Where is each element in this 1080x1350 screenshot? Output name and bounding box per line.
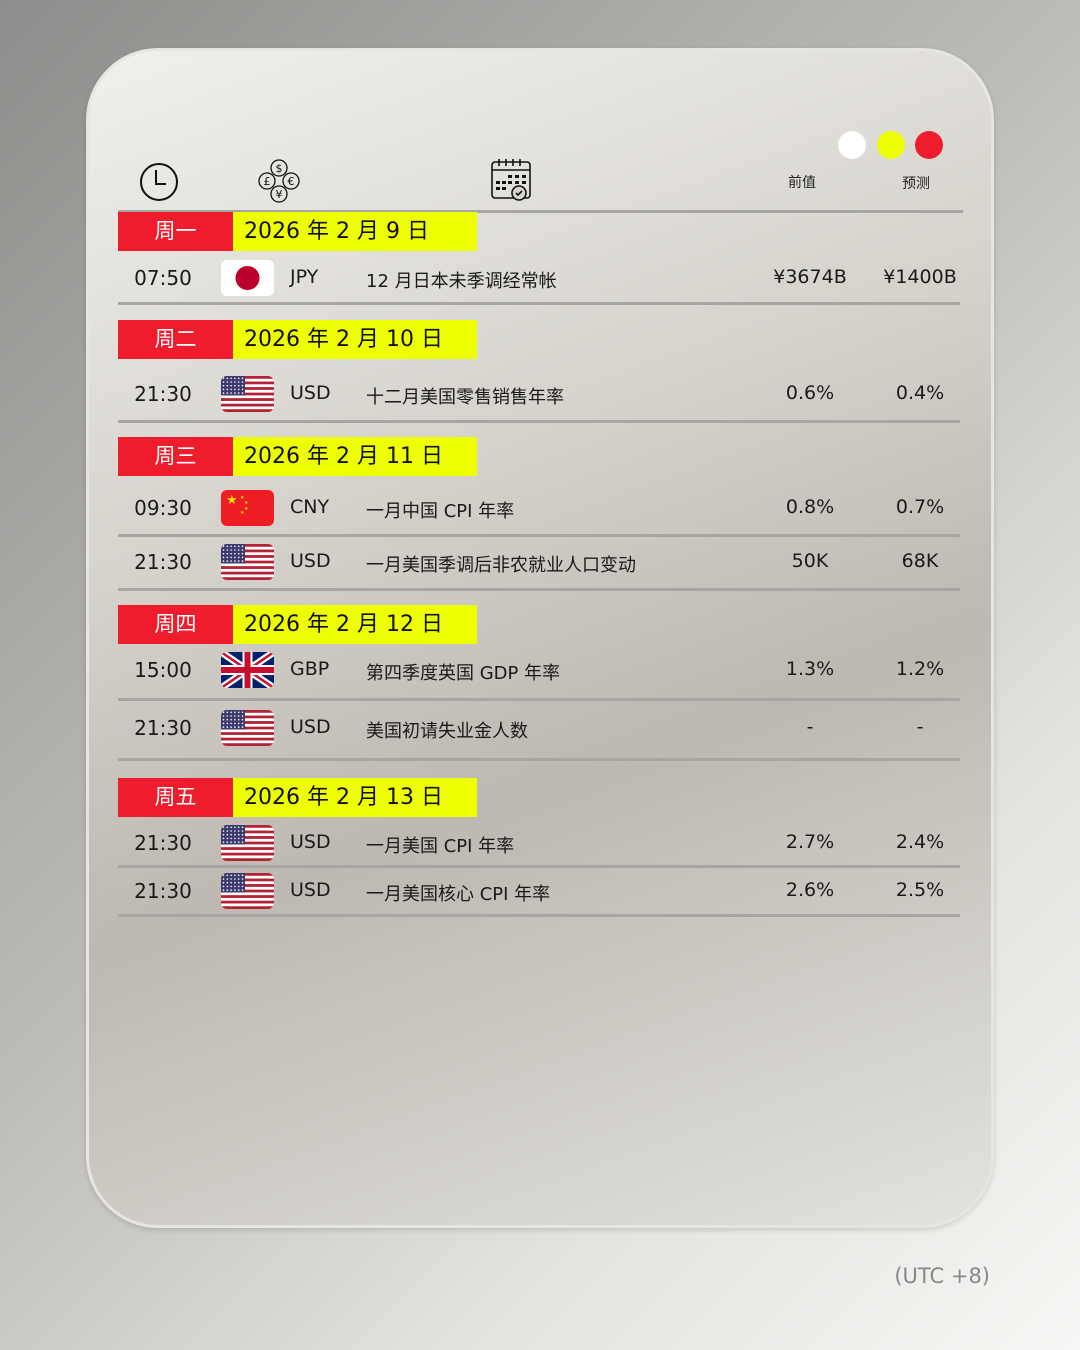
date-label: 2026 年 2 月 10 日 — [233, 320, 477, 359]
currency-code: JPY — [290, 266, 319, 288]
event-name: 一月美国核心 CPI 年率 — [366, 884, 551, 905]
date-label: 2026 年 2 月 12 日 — [233, 605, 477, 644]
row-divider — [118, 588, 960, 591]
timezone-label: (UTC +8) — [894, 1264, 990, 1288]
event-name: 一月中国 CPI 年率 — [366, 501, 515, 522]
previous-value: - — [806, 716, 814, 738]
us-flag-icon — [221, 873, 274, 909]
event-name: 十二月美国零售销售年率 — [366, 387, 564, 408]
day-label: 周五 — [118, 778, 233, 817]
event-time: 15:00 — [134, 658, 192, 682]
us-flag-icon — [221, 825, 274, 861]
currency-code: USD — [290, 879, 331, 901]
yellow-dot[interactable] — [877, 131, 905, 159]
forecast-value: ¥1400B — [883, 266, 957, 288]
previous-value: 0.6% — [785, 382, 835, 404]
us-flag-icon — [221, 710, 274, 746]
event-name: 第四季度英国 GDP 年率 — [366, 663, 561, 684]
previous-value: 0.8% — [785, 496, 835, 518]
previous-value: 2.6% — [785, 879, 835, 901]
svg-text:★: ★ — [244, 506, 249, 512]
day-label: 周四 — [118, 605, 233, 644]
forecast-value: 0.7% — [895, 496, 945, 518]
row-divider — [118, 914, 960, 917]
svg-text:★: ★ — [244, 500, 249, 506]
row-divider — [118, 758, 960, 761]
us-flag-icon — [221, 376, 274, 412]
date-label: 2026 年 2 月 9 日 — [233, 212, 477, 251]
jp-flag-icon — [221, 260, 274, 296]
clock-icon — [140, 163, 178, 201]
svg-text:★: ★ — [226, 493, 238, 508]
day-label: 周三 — [118, 437, 233, 476]
us-flag-icon — [221, 544, 274, 580]
currency-code: USD — [290, 831, 331, 853]
row-divider — [118, 865, 960, 868]
calendar-check-icon — [491, 159, 531, 201]
forecast-value: - — [916, 716, 924, 738]
previous-value: 50K — [791, 550, 829, 572]
date-label: 2026 年 2 月 13 日 — [233, 778, 477, 817]
event-name: 一月美国季调后非农就业人口变动 — [366, 555, 636, 576]
currency-exchange-icon: $ £ € ¥ — [258, 159, 300, 203]
event-time: 21:30 — [134, 879, 192, 903]
red-dot[interactable] — [915, 131, 943, 159]
forecast-value: 2.5% — [895, 879, 945, 901]
forecast-value: 68K — [901, 550, 939, 572]
currency-code: USD — [290, 716, 331, 738]
cn-flag-icon: ★ ★ ★ ★ ★ — [221, 490, 274, 526]
previous-value: ¥3674B — [773, 266, 847, 288]
date-label: 2026 年 2 月 11 日 — [233, 437, 477, 476]
forecast-value: 1.2% — [895, 658, 945, 680]
previous-value: 2.7% — [785, 831, 835, 853]
event-time: 21:30 — [134, 382, 192, 406]
currency-code: CNY — [290, 496, 330, 518]
svg-text:★: ★ — [240, 510, 245, 516]
svg-text:€: € — [288, 175, 295, 188]
event-time: 21:30 — [134, 550, 192, 574]
forecast-value: 0.4% — [895, 382, 945, 404]
event-time: 21:30 — [134, 716, 192, 740]
event-time: 07:50 — [134, 266, 192, 290]
currency-code: GBP — [290, 658, 330, 680]
previous-value: 1.3% — [785, 658, 835, 680]
currency-code: USD — [290, 382, 331, 404]
day-label: 周二 — [118, 320, 233, 359]
event-name: 12 月日本未季调经常帐 — [366, 271, 557, 292]
forecast-value: 2.4% — [895, 831, 945, 853]
row-divider — [118, 534, 960, 537]
svg-text:¥: ¥ — [276, 188, 283, 201]
currency-code: USD — [290, 550, 331, 572]
white-dot[interactable] — [838, 131, 866, 159]
event-time: 09:30 — [134, 496, 192, 520]
event-time: 21:30 — [134, 831, 192, 855]
row-divider — [118, 420, 960, 423]
event-name: 一月美国 CPI 年率 — [366, 836, 515, 857]
forecast-column-header: 预测 — [902, 176, 930, 192]
row-divider — [118, 302, 960, 305]
header-divider — [118, 210, 963, 213]
svg-text:★: ★ — [240, 495, 245, 501]
previous-column-header: 前值 — [788, 175, 816, 191]
row-divider — [118, 698, 960, 701]
event-name: 美国初请失业金人数 — [366, 721, 528, 742]
svg-text:$: $ — [276, 162, 283, 175]
svg-text:£: £ — [264, 175, 271, 188]
day-label: 周一 — [118, 212, 233, 251]
gb-flag-icon — [221, 652, 274, 688]
